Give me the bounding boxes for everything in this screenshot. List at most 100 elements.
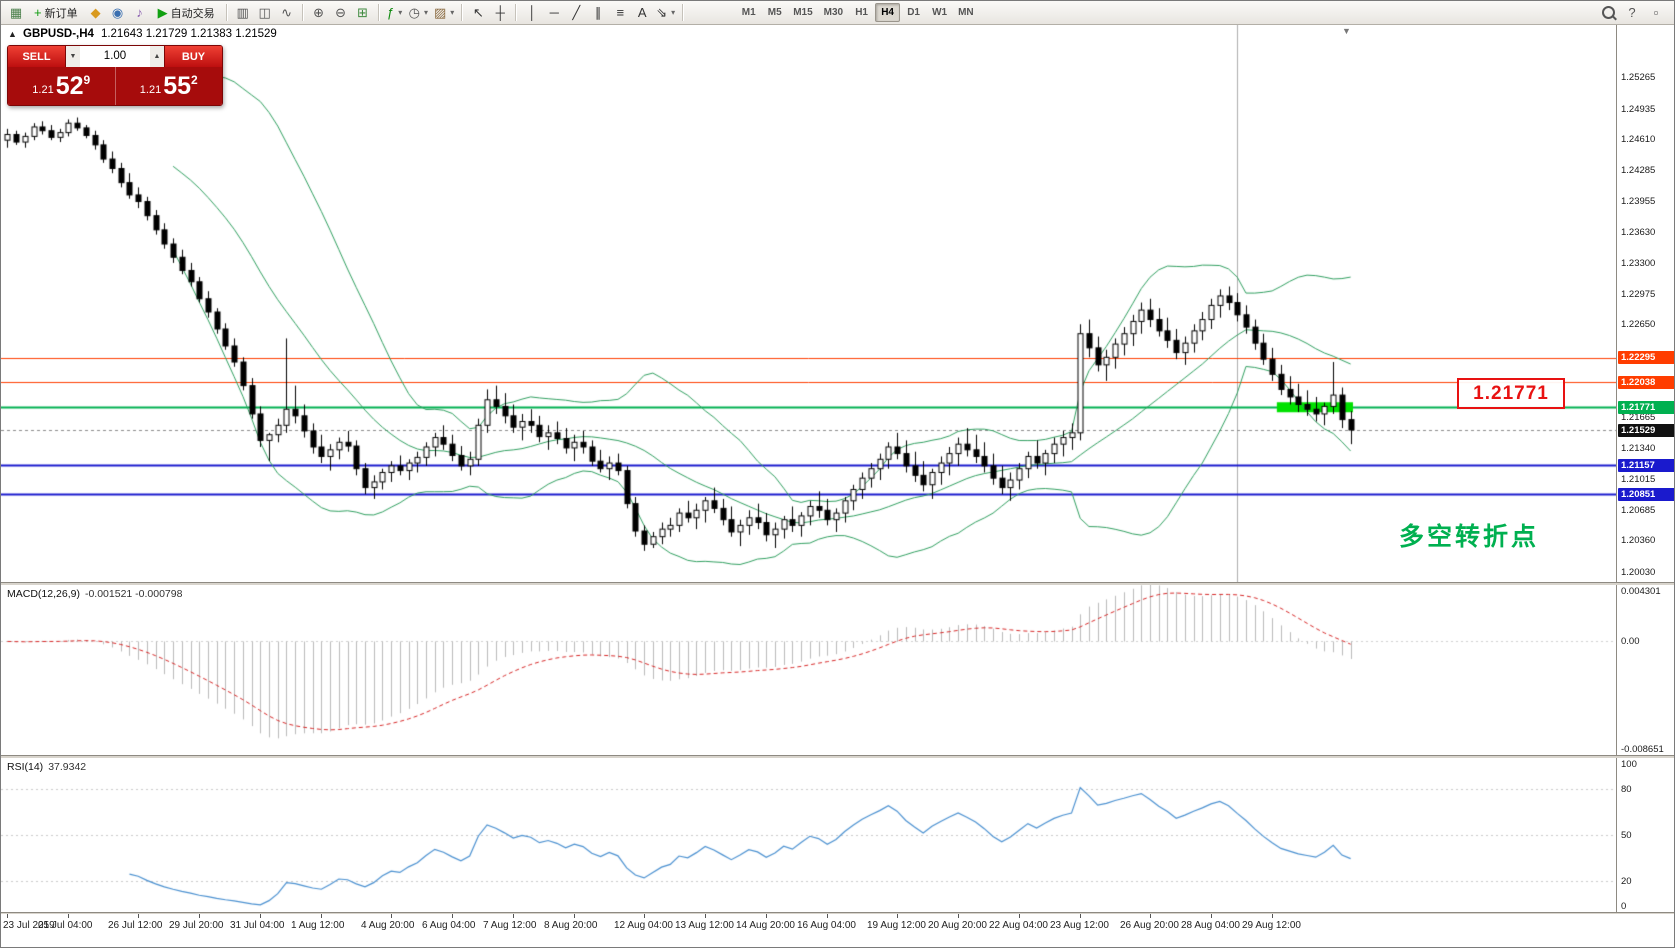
rsi-axis-label: 20 xyxy=(1621,876,1632,888)
time-axis-tick xyxy=(68,914,69,918)
time-axis-tick xyxy=(705,914,706,918)
rsi-axis-label: 50 xyxy=(1621,830,1632,841)
zoom-in-button[interactable]: ⊕ xyxy=(308,3,330,23)
time-axis-tick xyxy=(827,914,828,918)
time-axis-label: 23 Aug 12:00 xyxy=(1050,920,1109,931)
buy-button[interactable]: BUY xyxy=(165,46,222,67)
indicators-button[interactable]: ƒ ▾ xyxy=(384,3,406,23)
arrows-button[interactable]: ⇘ ▾ xyxy=(653,3,678,23)
timeframe-mn-button[interactable]: MN xyxy=(953,3,979,22)
time-axis-label: 19 Aug 12:00 xyxy=(867,920,926,931)
trendline-icon: ╱ xyxy=(572,5,581,20)
timeframe-m1-button[interactable]: M1 xyxy=(736,3,761,22)
autotrading-button[interactable]: ▶ 自动交易 xyxy=(151,3,222,23)
buy-price-big: 55 xyxy=(163,71,192,100)
new-order-label: 新订单 xyxy=(44,7,78,20)
equidistant-channel-icon: ∥ xyxy=(595,5,602,20)
price-axis-label: 1.20030 xyxy=(1621,566,1656,578)
line-chart-icon: ∿ xyxy=(281,5,293,20)
search-button[interactable] xyxy=(1597,3,1619,23)
market-watch-button[interactable]: ◉ xyxy=(107,3,129,23)
templates-button[interactable]: ▨ ▾ xyxy=(431,3,457,23)
macd-axis-label: 0.004301 xyxy=(1621,586,1661,597)
market-watch-icon: ◉ xyxy=(111,5,124,20)
bar-chart-button[interactable]: ▥ xyxy=(232,3,254,23)
help-icon: ? xyxy=(1628,5,1636,20)
help-button[interactable]: ? xyxy=(1621,3,1643,23)
new-order-button[interactable]: + 新订单 xyxy=(27,3,85,23)
time-axis-label: 29 Jul 20:00 xyxy=(169,920,224,931)
caret-down-icon: ▾ xyxy=(423,8,428,17)
price-axis-label: 1.22650 xyxy=(1621,319,1656,331)
sell-button[interactable]: SELL xyxy=(8,46,65,67)
periods-button[interactable]: ◷ ▾ xyxy=(406,3,431,23)
new-window-button[interactable]: ▫ xyxy=(1645,3,1667,23)
timeframe-h4-button[interactable]: H4 xyxy=(875,3,901,22)
price-axis-badge: 1.21529 xyxy=(1618,423,1674,437)
price-axis-label: 1.25265 xyxy=(1621,72,1656,84)
line-chart-button[interactable]: ∿ xyxy=(276,3,298,23)
time-axis-tick xyxy=(1019,914,1020,918)
rsi-axis-label: 80 xyxy=(1621,783,1632,795)
arrows-icon: ⇘ xyxy=(656,5,668,20)
timeframe-m5-button[interactable]: M5 xyxy=(762,3,787,22)
price-axis[interactable]: 1.25265 1.24935 1.24610 1.24285 1.23955 1.236… xyxy=(1616,25,1674,914)
price-axis-label: 1.23300 xyxy=(1621,257,1656,269)
pane-separator[interactable] xyxy=(1,582,1674,585)
time-axis-label: 12 Aug 04:00 xyxy=(614,920,673,931)
one-click-trading-panel: SELL ▼ 1.00 ▲ BUY 1.21 52 9 1.21 55 2 xyxy=(7,45,223,106)
shift-end-marker: ▼ xyxy=(1342,26,1351,36)
toolbar-separator xyxy=(377,4,380,21)
rsi-axis-label: 0 xyxy=(1621,901,1627,912)
profiles-icon: ◆ xyxy=(90,5,101,20)
pane-separator[interactable] xyxy=(1,755,1674,758)
trendline-button[interactable]: ╱ xyxy=(565,3,587,23)
fibonacci-button[interactable]: ≡ xyxy=(609,3,631,23)
time-axis-label: 7 Aug 12:00 xyxy=(483,920,537,931)
rsi-canvas[interactable] xyxy=(1,758,1616,912)
price-axis-label: 1.22975 xyxy=(1621,288,1656,300)
timeframe-h1-button[interactable]: H1 xyxy=(849,3,874,22)
toolbar-separator xyxy=(682,4,685,21)
zoom-out-icon: ⊖ xyxy=(335,5,347,20)
volume-decrease-button[interactable]: ▼ xyxy=(66,46,80,67)
macd-canvas[interactable] xyxy=(1,585,1616,755)
buy-price[interactable]: 1.21 55 2 xyxy=(114,67,223,105)
timeframe-m15-button[interactable]: M15 xyxy=(788,3,817,22)
time-axis-tick xyxy=(513,914,514,918)
volume-increase-button[interactable]: ▲ xyxy=(150,46,164,67)
chart-ohlc-title: GBPUSD-,H4 1.21643 1.21729 1.21383 1.2152… xyxy=(23,28,277,40)
time-axis[interactable]: 23 Jul 2019 25 Jul 04:00 26 Jul 12:00 29 Ju… xyxy=(1,914,1674,947)
main-chart-canvas[interactable] xyxy=(1,25,1616,582)
timeframe-d1-button[interactable]: D1 xyxy=(901,3,926,22)
volume-control: ▼ 1.00 ▲ xyxy=(65,46,165,67)
tile-windows-button[interactable]: ⊞ xyxy=(352,3,374,23)
profiles-button[interactable]: ◆ xyxy=(85,3,107,23)
time-axis-tick xyxy=(897,914,898,918)
time-axis-label: 28 Aug 04:00 xyxy=(1181,920,1240,931)
price-annotation-box[interactable]: 1.21771 xyxy=(1457,378,1565,409)
vertical-line-button[interactable]: │ xyxy=(521,3,543,23)
horizontal-line-button[interactable]: ─ xyxy=(543,3,565,23)
timeframe-w1-button[interactable]: W1 xyxy=(927,3,952,22)
sell-price[interactable]: 1.21 52 9 xyxy=(8,67,115,105)
toolbar-separator xyxy=(225,4,228,21)
new-chart-button[interactable]: ▦ xyxy=(5,3,27,23)
candlestick-chart-button[interactable]: ◫ xyxy=(254,3,276,23)
time-axis-label: 29 Aug 12:00 xyxy=(1242,920,1301,931)
equidistant-channel-button[interactable]: ∥ xyxy=(587,3,609,23)
cursor-button[interactable]: ↖ xyxy=(467,3,489,23)
turning-point-label[interactable]: 多空转折点 xyxy=(1399,523,1540,551)
time-axis-label: 1 Aug 12:00 xyxy=(291,920,345,931)
zoom-out-button[interactable]: ⊖ xyxy=(330,3,352,23)
pane-separator[interactable] xyxy=(1,912,1674,914)
price-axis-label: 1.21340 xyxy=(1621,442,1656,454)
alerts-button[interactable]: ♪ xyxy=(129,3,151,23)
volume-input[interactable]: 1.00 xyxy=(103,50,127,62)
bar-chart-icon: ▥ xyxy=(236,5,249,20)
crosshair-button[interactable]: ┼ xyxy=(489,3,511,23)
one-click-collapse-button[interactable]: ▲ xyxy=(8,29,17,39)
text-label-button[interactable]: A xyxy=(631,3,653,23)
timeframe-m30-button[interactable]: M30 xyxy=(819,3,848,22)
